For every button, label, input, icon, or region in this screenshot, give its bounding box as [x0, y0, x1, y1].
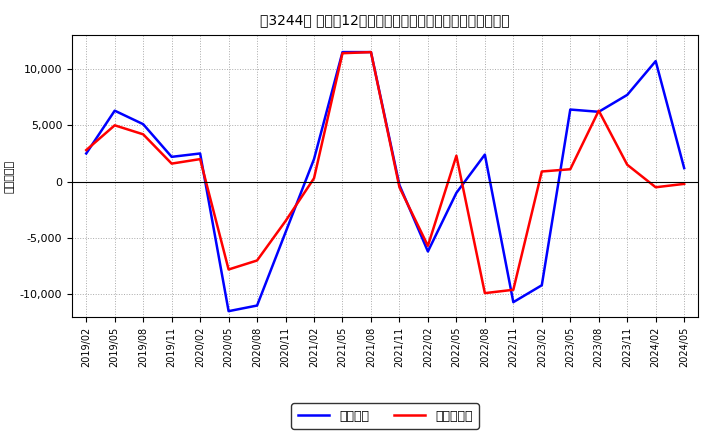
- 経常利益: [652, 59, 660, 64]
- 当期純利益: [282, 218, 290, 224]
- 当期純利益: [82, 147, 91, 153]
- 当期純利益: [480, 290, 489, 296]
- Line: 当期純利益: 当期純利益: [86, 52, 684, 293]
- 当期純利益: [253, 258, 261, 263]
- 経常利益: [167, 154, 176, 159]
- 当期純利益: [566, 167, 575, 172]
- 経常利益: [196, 151, 204, 156]
- 当期純利益: [423, 243, 432, 249]
- 経常利益: [566, 107, 575, 112]
- 経常利益: [338, 49, 347, 55]
- 当期純利益: [139, 132, 148, 137]
- 経常利益: [310, 157, 318, 162]
- 経常利益: [480, 152, 489, 157]
- 経常利益: [423, 249, 432, 254]
- Title: ［3244］ 利益だ12か月移動合計の対前年同期増減額の推移: ［3244］ 利益だ12か月移動合計の対前年同期増減額の推移: [261, 13, 510, 27]
- 経常利益: [282, 230, 290, 235]
- 経常利益: [595, 109, 603, 114]
- 当期純利益: [652, 185, 660, 190]
- 当期純利益: [509, 287, 518, 293]
- 当期純利益: [110, 123, 119, 128]
- 当期純利益: [680, 181, 688, 187]
- Legend: 経常利益, 当期純利益: 経常利益, 当期純利益: [292, 403, 479, 429]
- 経常利益: [110, 108, 119, 114]
- 経常利益: [366, 49, 375, 55]
- 経常利益: [82, 151, 91, 156]
- 経常利益: [395, 182, 404, 187]
- 当期純利益: [395, 185, 404, 190]
- 当期純利益: [595, 108, 603, 114]
- 当期純利益: [623, 162, 631, 167]
- 当期純利益: [196, 157, 204, 162]
- 経常利益: [623, 92, 631, 98]
- 当期純利益: [452, 153, 461, 158]
- 経常利益: [452, 190, 461, 195]
- 経常利益: [537, 282, 546, 288]
- 経常利益: [139, 121, 148, 127]
- 経常利益: [253, 303, 261, 308]
- 当期純利益: [167, 161, 176, 166]
- 当期純利益: [310, 176, 318, 181]
- 当期純利益: [366, 49, 375, 55]
- 経常利益: [225, 308, 233, 314]
- 経常利益: [509, 300, 518, 305]
- Line: 経常利益: 経常利益: [86, 52, 684, 311]
- 経常利益: [680, 165, 688, 171]
- 当期純利益: [225, 267, 233, 272]
- 当期純利益: [338, 51, 347, 56]
- Y-axis label: （百万円）: （百万円）: [4, 159, 14, 193]
- 当期純利益: [537, 169, 546, 174]
